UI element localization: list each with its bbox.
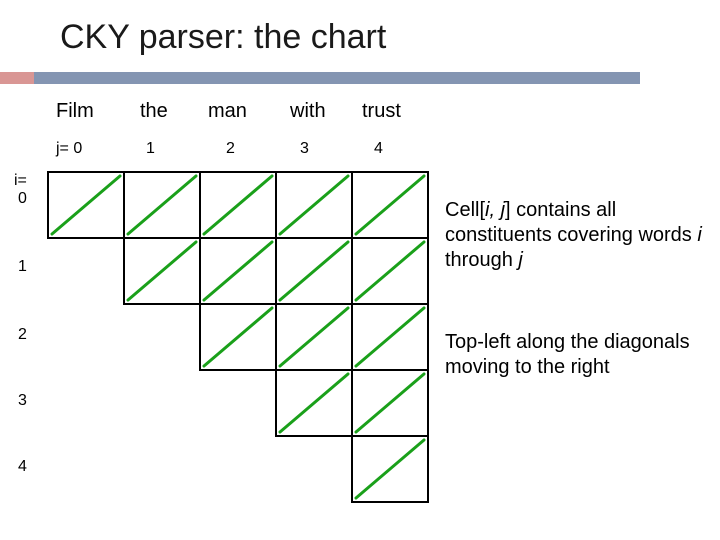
word-label-2: man [208, 100, 247, 123]
word-label-4: trust [362, 100, 401, 123]
row-idx-0: 0 [18, 190, 27, 208]
note-2: Top-left along the diagonals moving to t… [445, 330, 705, 380]
col-idx-4: 4 [374, 140, 383, 158]
slide-title: CKY parser: the chart [60, 18, 386, 57]
row-idx-1: 1 [18, 258, 27, 276]
col-idx-1: 1 [146, 140, 155, 158]
row-idx-3: 3 [18, 392, 27, 410]
title-underline [0, 72, 640, 84]
underline-accent [0, 72, 34, 84]
word-label-1: the [140, 100, 168, 123]
underline-rest [34, 72, 640, 84]
col-idx-0: j= 0 [56, 140, 82, 158]
note-1: Cell[i, j] contains all constituents cov… [445, 198, 705, 273]
row-idx-2: 2 [18, 326, 27, 344]
row-idx-prefix: i= [14, 172, 27, 190]
col-idx-3: 3 [300, 140, 309, 158]
col-idx-2: 2 [226, 140, 235, 158]
word-label-0: Film [56, 100, 94, 123]
word-label-3: with [290, 100, 326, 123]
row-idx-4: 4 [18, 458, 27, 476]
